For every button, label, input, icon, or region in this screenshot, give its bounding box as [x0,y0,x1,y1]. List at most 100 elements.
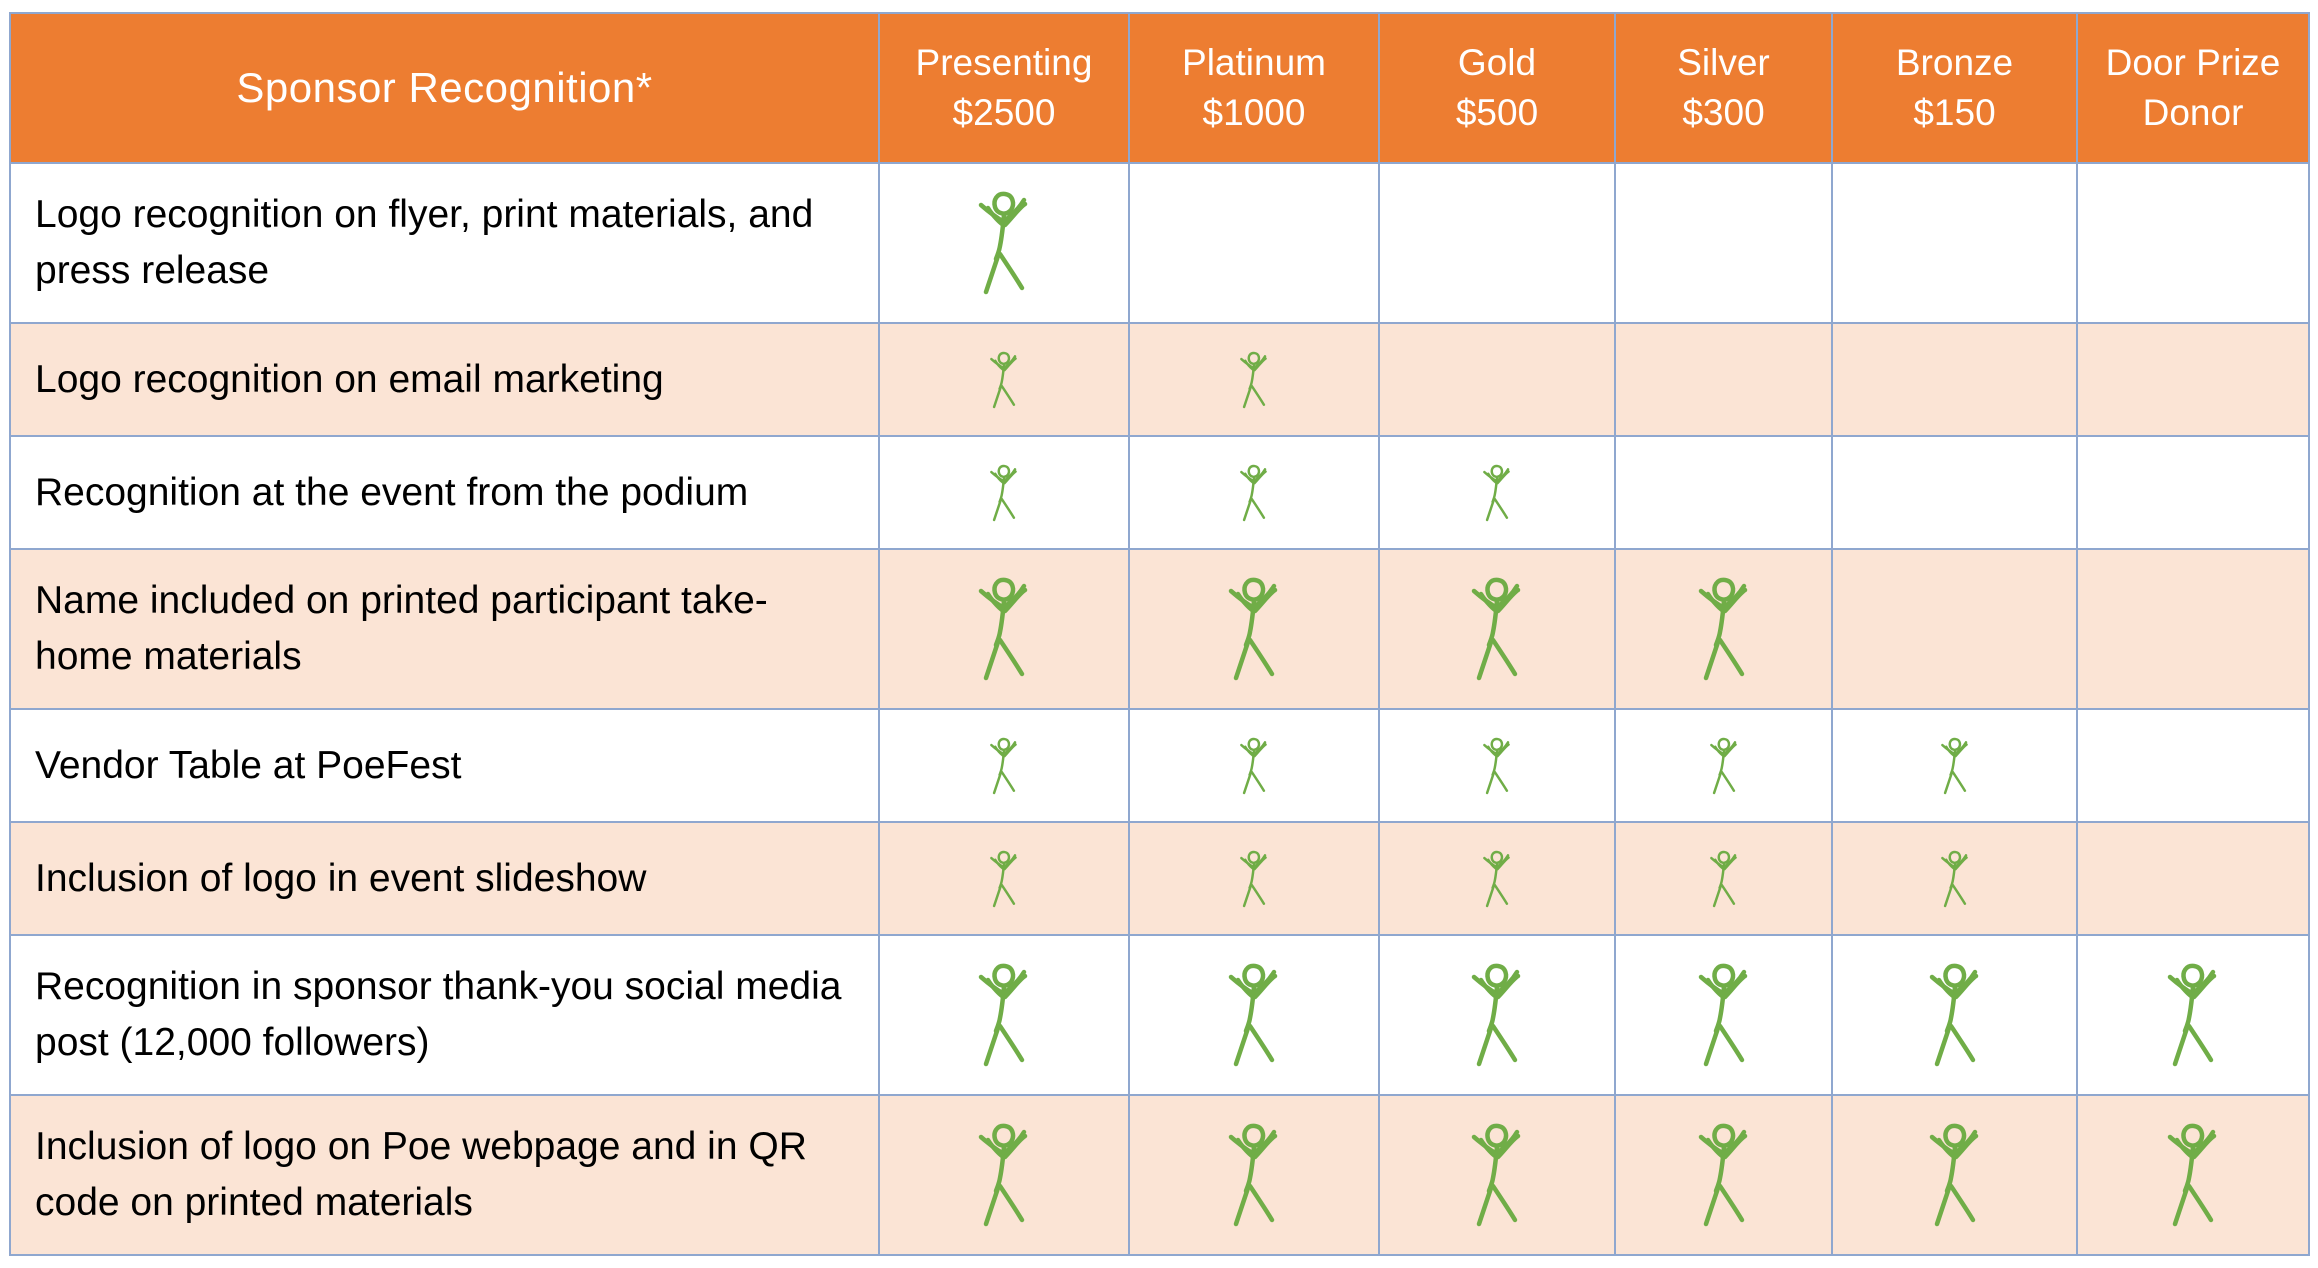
stick-figure-icon [982,848,1026,910]
benefit-cell [1128,435,1380,550]
table-row: Logo recognition on email marketing [9,322,2310,437]
benefit-cell [1378,1094,1616,1256]
stick-figure-icon [1457,574,1537,684]
tier-amount: $500 [1455,92,1539,133]
benefit-cell [1614,934,1833,1096]
stick-figure-icon [1702,735,1746,797]
stick-figure-icon [1457,1120,1537,1230]
benefit-cell [2076,821,2310,936]
tier-header-gold: Gold $500 [1378,12,1616,164]
tier-name: Gold [1457,42,1537,83]
benefit-label: Recognition at the event from the podium [9,435,880,550]
benefit-cell [878,708,1130,823]
benefit-cell [1831,821,2078,936]
benefit-cell [2076,708,2310,823]
stick-figure-icon [1214,1120,1294,1230]
tier-amount: $150 [1913,92,1996,133]
stick-figure-icon [982,462,1026,524]
benefit-cell [1378,934,1616,1096]
benefit-label: Inclusion of logo on Poe webpage and in … [9,1094,880,1256]
benefit-cell [1614,548,1833,710]
tier-name: Presenting [915,42,1093,83]
table-row: Recognition at the event from the podium [9,435,2310,550]
table-title: Sponsor Recognition* [9,12,880,164]
benefit-cell [1128,322,1380,437]
benefit-label: Vendor Table at PoeFest [9,708,880,823]
benefit-cell [1614,435,1833,550]
table-row: Logo recognition on flyer, print materia… [9,162,2310,324]
table-body: Logo recognition on flyer, print materia… [9,162,2310,1256]
benefit-cell [1831,708,2078,823]
benefit-cell [1831,162,2078,324]
benefit-cell [878,821,1130,936]
stick-figure-icon [1232,462,1276,524]
table-row: Name included on printed participant tak… [9,548,2310,710]
benefit-cell [1128,1094,1380,1256]
benefit-cell [2076,934,2310,1096]
stick-figure-icon [1214,960,1294,1070]
table-row: Vendor Table at PoeFest [9,708,2310,823]
benefit-cell [1378,821,1616,936]
benefit-label: Inclusion of logo in event slideshow [9,821,880,936]
benefit-cell [2076,322,2310,437]
sponsor-recognition-table: Sponsor Recognition* Presenting $2500 Pl… [9,12,2310,1256]
tier-header-silver: Silver $300 [1614,12,1833,164]
stick-figure-icon [1684,574,1764,684]
stick-figure-icon [2153,1120,2233,1230]
tier-name: Platinum [1182,42,1326,83]
stick-figure-icon [1933,848,1977,910]
benefit-cell [878,548,1130,710]
benefit-cell [1831,1094,2078,1256]
stick-figure-icon [1232,848,1276,910]
stick-figure-icon [1684,1120,1764,1230]
benefit-cell [878,322,1130,437]
benefit-cell [1128,708,1380,823]
tier-name: Door Prize [2105,42,2281,83]
stick-figure-icon [1475,735,1519,797]
benefit-cell [1378,322,1616,437]
stick-figure-icon [2153,960,2233,1070]
stick-figure-icon [1933,735,1977,797]
benefit-cell [1614,708,1833,823]
tier-name: Silver [1677,42,1770,83]
tier-header-platinum: Platinum $1000 [1128,12,1380,164]
stick-figure-icon [1475,462,1519,524]
stick-figure-icon [1457,960,1537,1070]
benefit-cell [1128,162,1380,324]
tier-amount: $1000 [1202,92,1306,133]
table-row: Inclusion of logo in event slideshow [9,821,2310,936]
tier-header-bronze: Bronze $150 [1831,12,2078,164]
benefit-cell [1614,162,1833,324]
benefit-cell [1378,548,1616,710]
stick-figure-icon [964,574,1044,684]
benefit-label: Recognition in sponsor thank-you social … [9,934,880,1096]
benefit-cell [878,1094,1130,1256]
stick-figure-icon [964,960,1044,1070]
benefit-cell [1378,435,1616,550]
stick-figure-icon [1214,574,1294,684]
benefit-cell [2076,435,2310,550]
header-row: Sponsor Recognition* Presenting $2500 Pl… [9,12,2310,164]
tier-amount: $300 [1682,92,1765,133]
benefit-label: Logo recognition on flyer, print materia… [9,162,880,324]
benefit-cell [2076,548,2310,710]
stick-figure-icon [1232,735,1276,797]
benefit-cell [1614,322,1833,437]
tier-name: Bronze [1895,42,2014,83]
benefit-cell [1831,322,2078,437]
benefit-cell [1831,435,2078,550]
tier-header-door-prize: Door Prize Donor [2076,12,2310,164]
tier-header-presenting: Presenting $2500 [878,12,1130,164]
table-row: Inclusion of logo on Poe webpage and in … [9,1094,2310,1256]
benefit-cell [1378,708,1616,823]
stick-figure-icon [982,735,1026,797]
stick-figure-icon [964,1120,1044,1230]
stick-figure-icon [1232,349,1276,411]
stick-figure-icon [1684,960,1764,1070]
stick-figure-icon [982,349,1026,411]
benefit-label: Logo recognition on email marketing [9,322,880,437]
table-row: Recognition in sponsor thank-you social … [9,934,2310,1096]
benefit-cell [1614,821,1833,936]
benefit-cell [1128,934,1380,1096]
